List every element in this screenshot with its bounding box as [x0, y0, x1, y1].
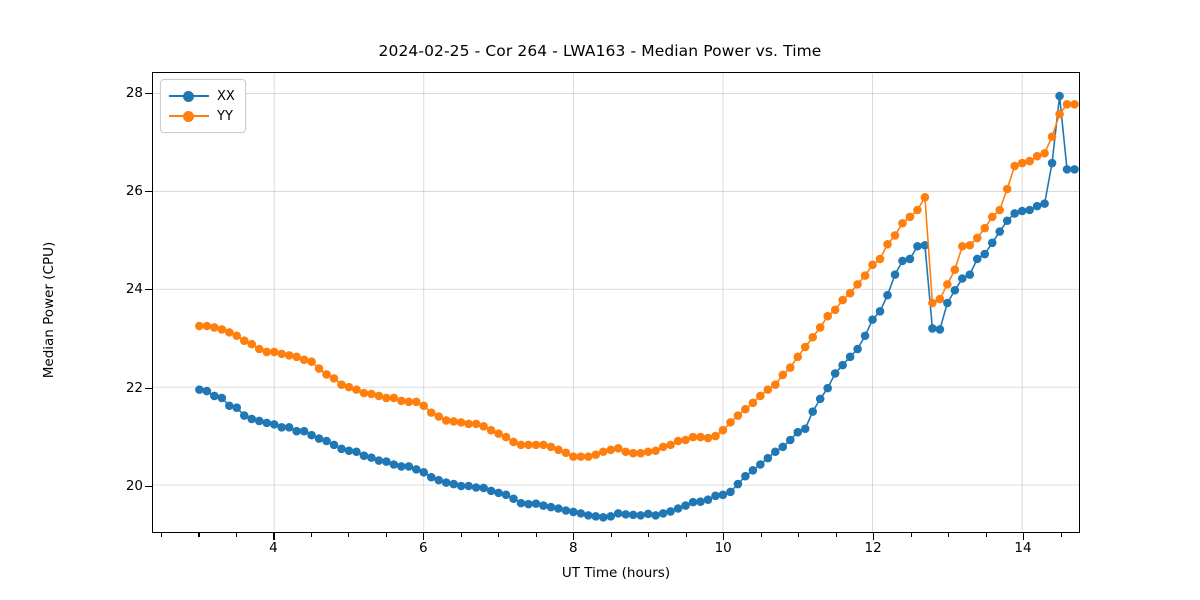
x-tickmark — [723, 533, 725, 540]
x-tickmark-minor — [348, 533, 350, 537]
plot-area — [152, 72, 1080, 533]
chart-legend: XX YY — [160, 79, 246, 133]
y-tickmark — [145, 485, 152, 487]
x-tick-label: 6 — [419, 540, 428, 556]
x-tick-label: 8 — [568, 540, 578, 556]
x-tickmark-minor — [310, 533, 312, 537]
x-tickmark-minor — [498, 533, 500, 537]
x-tickmark — [573, 533, 575, 540]
y-tick-label: 28 — [125, 84, 143, 101]
x-tickmark-minor — [1060, 533, 1062, 537]
legend-marker-yy-icon — [169, 109, 209, 123]
y-tickmark — [145, 190, 152, 193]
grid-lines — [153, 73, 1079, 532]
x-tickmark-minor — [985, 533, 987, 537]
x-tickmark-minor — [948, 533, 950, 537]
x-tick-label: 14 — [1014, 540, 1032, 556]
y-tick-label: 26 — [125, 182, 143, 199]
y-tick-label: 20 — [125, 477, 143, 494]
x-tickmark-minor — [798, 533, 800, 537]
x-tickmark-minor — [910, 533, 912, 537]
x-tickmark-minor — [198, 533, 200, 537]
y-tickmark — [145, 92, 152, 94]
y-tick-label: 24 — [125, 281, 143, 298]
legend-label-yy: YY — [217, 108, 233, 124]
y-tickmark — [145, 387, 152, 389]
x-tickmark-minor — [760, 533, 762, 537]
x-tickmark — [873, 533, 875, 540]
x-tickmark-minor — [460, 533, 462, 537]
x-tick-label: 12 — [864, 540, 882, 556]
x-tickmark-minor — [385, 533, 387, 537]
chart-title: 2024-02-25 - Cor 264 - LWA163 - Median P… — [378, 42, 822, 60]
y-axis-label: Median Power (CPU) — [41, 241, 57, 379]
x-tickmark-minor — [610, 533, 612, 537]
series-xx — [195, 91, 1079, 522]
x-tick-label: 10 — [714, 540, 732, 556]
x-tickmark-minor — [535, 533, 537, 537]
y-tick-label: 22 — [125, 379, 143, 396]
y-tickmark — [145, 289, 152, 291]
x-tickmark-minor — [685, 533, 687, 537]
x-tickmark-minor — [160, 533, 163, 537]
legend-item-yy[interactable]: YY — [169, 106, 235, 126]
data-series-layer — [195, 91, 1079, 522]
legend-label-xx: XX — [217, 88, 235, 104]
legend-item-xx[interactable]: XX — [169, 86, 235, 106]
x-tickmark-minor — [835, 533, 837, 537]
legend-marker-xx-icon — [169, 89, 209, 103]
x-tickmark — [423, 533, 425, 540]
x-tickmark — [1023, 533, 1025, 540]
series-yy — [195, 100, 1079, 461]
x-tick-label: 4 — [269, 540, 278, 556]
x-tickmark-minor — [235, 533, 238, 537]
x-axis-label: UT Time (hours) — [561, 565, 671, 581]
x-tickmark — [273, 533, 275, 540]
x-tickmark-minor — [648, 533, 650, 537]
